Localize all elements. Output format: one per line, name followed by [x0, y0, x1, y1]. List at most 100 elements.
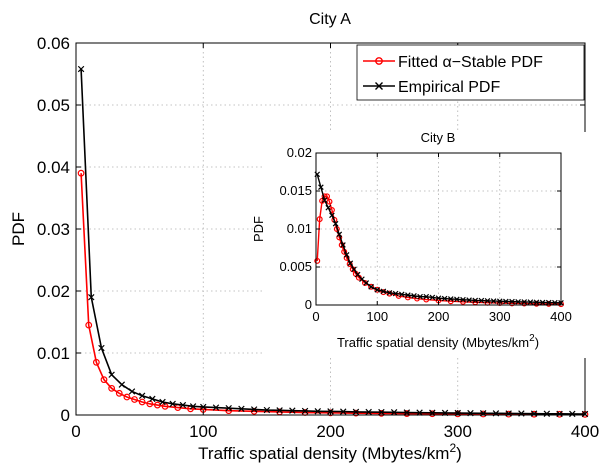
inset-ticks: 0 100 200 300 400 0 0.005 0.01 0.015 0.02: [279, 145, 571, 324]
legend-box: [356, 44, 585, 101]
data-point: [368, 283, 375, 290]
data-point: [85, 321, 93, 329]
data-point: [484, 297, 491, 304]
data-point: [405, 292, 411, 298]
main-x-axis-label-superscript: 2: [449, 441, 456, 455]
data-point: [365, 408, 372, 416]
data-point: [503, 298, 509, 305]
data-point: [250, 407, 258, 415]
data-point: [77, 169, 85, 177]
data-point: [149, 395, 156, 403]
x-tick-label: 200: [428, 309, 450, 324]
data-point: [318, 184, 324, 191]
main-y-axis-label: PDF: [9, 212, 28, 246]
series-line-0: [80, 173, 586, 416]
data-point: [159, 398, 166, 406]
data-point: [378, 408, 385, 416]
data-point: [98, 344, 105, 352]
data-point: [138, 392, 146, 400]
data-point: [100, 376, 108, 384]
data-point: [115, 389, 123, 397]
data-point: [128, 388, 136, 395]
data-point: [347, 260, 354, 267]
data-point: [441, 295, 448, 302]
x-tick-label: 300: [489, 309, 511, 324]
data-point: [460, 296, 466, 303]
legend-label-empirical: Empirical PDF: [398, 79, 500, 96]
inset-x-axis-label-superscript: 2: [529, 333, 535, 344]
data-point: [363, 280, 370, 286]
inset-x-axis-label-end: ): [535, 335, 539, 350]
inset-x-axis-label-text: Traffic spatial density (Mbytes/km: [337, 335, 529, 350]
y-tick-label: 0.06: [37, 34, 70, 53]
y-tick-label: 0: [305, 297, 312, 312]
x-tick-label: 400: [571, 422, 599, 441]
data-point: [325, 204, 332, 211]
data-point: [212, 404, 220, 411]
y-tick-label: 0.005: [279, 259, 312, 274]
data-point: [417, 293, 423, 300]
data-point: [336, 231, 343, 238]
data-point: [472, 297, 479, 304]
data-point: [179, 401, 187, 409]
data-point: [378, 409, 385, 417]
data-point: [169, 400, 176, 408]
data-point: [326, 198, 333, 205]
data-point: [225, 404, 232, 412]
data-point: [539, 299, 546, 306]
y-tick-label: 0.03: [37, 220, 70, 239]
data-point: [362, 279, 369, 286]
data-point: [200, 403, 207, 411]
data-point: [354, 271, 361, 278]
data-point: [429, 294, 436, 301]
main-title: City A: [309, 11, 351, 28]
data-point: [263, 406, 271, 414]
inset-title: City B: [421, 130, 456, 145]
legend: Fitted α−Stable PDF Empirical PDF: [356, 44, 585, 101]
data-point: [454, 296, 460, 303]
data-point: [276, 407, 283, 414]
data-point: [92, 358, 100, 366]
data-point: [314, 257, 321, 264]
data-point: [392, 290, 399, 297]
data-point: [238, 405, 245, 413]
legend-marker-fitted: [375, 57, 383, 65]
y-tick-label: 0.05: [37, 96, 70, 115]
y-tick-label: 0.02: [287, 145, 312, 160]
data-point: [88, 293, 95, 301]
x-tick-label: 100: [366, 309, 388, 324]
data-point: [390, 409, 398, 416]
legend-entry-fitted: Fitted α−Stable PDF: [363, 54, 543, 71]
data-point: [351, 266, 357, 273]
inset-series: [314, 171, 564, 308]
data-point: [189, 403, 197, 410]
data-point: [77, 65, 85, 73]
data-point: [332, 220, 339, 227]
data-point: [118, 381, 126, 388]
inset-x-axis-label: Traffic spatial density (Mbytes/km2): [337, 333, 539, 350]
data-point: [490, 298, 497, 304]
data-point: [466, 297, 472, 303]
y-tick-label: 0: [61, 406, 70, 425]
data-point: [329, 212, 335, 219]
legend-entry-empirical: Empirical PDF: [363, 79, 500, 96]
inset-background: [262, 132, 588, 358]
y-tick-label: 0.02: [37, 282, 70, 301]
data-point: [340, 408, 347, 415]
data-point: [423, 293, 430, 300]
data-point: [447, 296, 454, 302]
data-point: [533, 300, 540, 307]
legend-label-fitted: Fitted α−Stable PDF: [398, 54, 543, 71]
y-tick-label: 0.015: [279, 183, 312, 198]
main-x-axis-label-text: Traffic spatial density (Mbytes/km: [198, 444, 449, 463]
data-point: [533, 299, 540, 306]
data-point: [301, 407, 309, 415]
data-point: [530, 410, 538, 417]
data-point: [316, 216, 323, 223]
x-tick-label: 0: [71, 422, 80, 441]
y-tick-label: 0.04: [37, 158, 70, 177]
data-point: [108, 371, 115, 378]
inset-plot-frame: [315, 152, 562, 306]
